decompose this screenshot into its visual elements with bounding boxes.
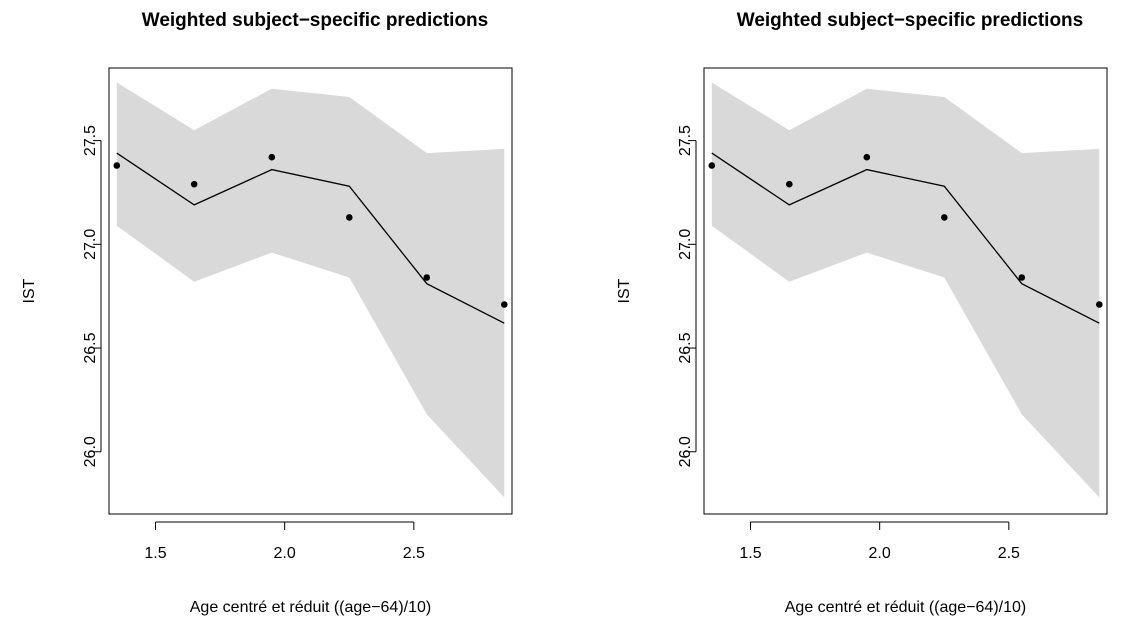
y-tick-label: 27.0 (677, 229, 694, 260)
prediction-line (711, 152, 1100, 324)
x-axis-label: Age centré et réduit ((age−64)/10) (190, 599, 431, 616)
prediction-line (116, 152, 505, 324)
data-point (786, 180, 793, 188)
data-point (113, 162, 121, 169)
x-tick-label: 1.5 (739, 545, 761, 562)
data-point (423, 274, 431, 281)
data-point (1018, 274, 1026, 281)
x-tick-label: 2.0 (274, 545, 296, 562)
y-tick-label: 26.5 (82, 332, 99, 363)
y-tick-label: 26.0 (677, 436, 694, 467)
data-point (268, 153, 276, 161)
chart-panel-left: 1.5 2.0 2.5 26.0 26.5 27.0 27.5 Weighted subjec… (21, 10, 513, 616)
y-tick-label: 26.0 (82, 436, 99, 467)
chart-title: Weighted subject−specific predictions (737, 10, 1083, 31)
data-point (708, 162, 716, 169)
y-axis-label: IST (21, 278, 38, 303)
x-tick-label: 2.5 (403, 545, 425, 562)
y-tick-label: 27.5 (82, 125, 99, 156)
data-point (501, 301, 508, 308)
chart-title: Weighted subject−specific predictions (142, 10, 488, 31)
data-point (190, 180, 198, 188)
x-axis-label: Age centré et réduit ((age−64)/10) (785, 599, 1026, 616)
x-tick-label: 2.5 (998, 545, 1020, 562)
confidence-band (711, 82, 1100, 498)
x-tick-label: 1.5 (144, 545, 166, 562)
y-tick-label: 27.0 (82, 229, 99, 260)
chart-panel-right: 1.5 2.0 2.5 26.0 26.5 27.0 27.5 Weighted subjec… (616, 10, 1108, 616)
plot-frame (703, 67, 1108, 515)
plot-frame (108, 67, 513, 515)
data-point (1096, 301, 1103, 308)
data-point (346, 214, 353, 221)
confidence-band (116, 82, 505, 498)
x-tick-label: 2.0 (869, 545, 891, 562)
y-tick-label: 26.5 (677, 332, 694, 363)
data-point (863, 153, 871, 161)
y-tick-label: 27.5 (677, 125, 694, 156)
data-point (941, 214, 948, 221)
y-axis-label: IST (616, 278, 633, 303)
